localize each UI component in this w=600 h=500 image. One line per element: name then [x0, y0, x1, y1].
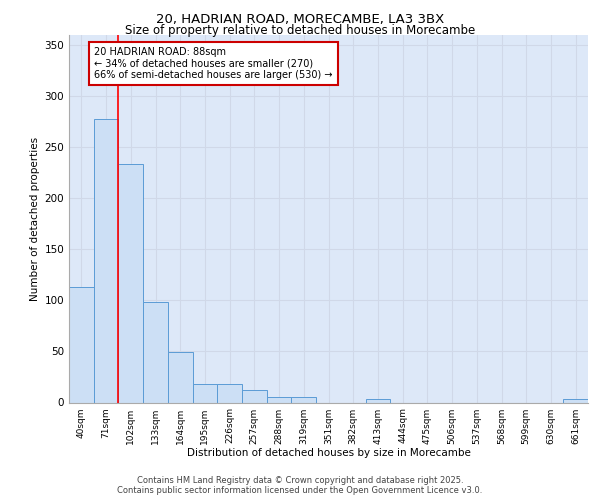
Bar — [69, 287, 94, 403]
Bar — [365, 400, 390, 402]
X-axis label: Distribution of detached houses by size in Morecambe: Distribution of detached houses by size … — [187, 448, 470, 458]
Bar — [94, 118, 118, 403]
Bar — [193, 384, 217, 402]
Text: Contains HM Land Registry data © Crown copyright and database right 2025.
Contai: Contains HM Land Registry data © Crown c… — [118, 476, 482, 495]
Text: 20 HADRIAN ROAD: 88sqm
← 34% of detached houses are smaller (270)
66% of semi-de: 20 HADRIAN ROAD: 88sqm ← 34% of detached… — [94, 48, 333, 80]
Bar — [267, 398, 292, 402]
Y-axis label: Number of detached properties: Number of detached properties — [30, 136, 40, 301]
Text: 20, HADRIAN ROAD, MORECAMBE, LA3 3BX: 20, HADRIAN ROAD, MORECAMBE, LA3 3BX — [156, 12, 444, 26]
Bar — [563, 400, 588, 402]
Bar — [292, 398, 316, 402]
Bar — [168, 352, 193, 403]
Bar — [217, 384, 242, 402]
Text: Size of property relative to detached houses in Morecambe: Size of property relative to detached ho… — [125, 24, 475, 37]
Bar — [118, 164, 143, 402]
Bar — [242, 390, 267, 402]
Bar — [143, 302, 168, 402]
